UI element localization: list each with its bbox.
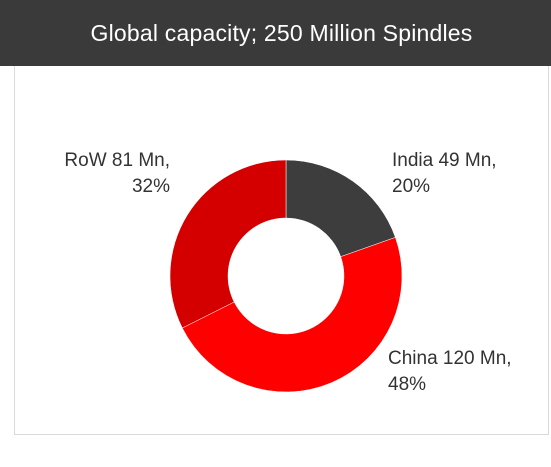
label-india-name: India 49 Mn,: [392, 150, 497, 171]
slice-india: [285, 159, 396, 258]
label-row-percent: 32%: [131, 176, 170, 197]
label-china: China 120 Mn, 48%: [388, 346, 512, 398]
slice-row: [169, 159, 287, 329]
label-row-name: RoW 81 Mn,: [64, 150, 170, 171]
chart-header: Global capacity; 250 Million Spindles: [0, 0, 551, 66]
label-india: India 49 Mn, 20%: [392, 148, 497, 200]
label-row: RoW 81 Mn, 32%: [40, 148, 170, 200]
label-india-percent: 20%: [392, 176, 431, 197]
label-china-percent: 48%: [388, 374, 427, 395]
label-china-name: China 120 Mn,: [388, 348, 512, 369]
chart-title: Global capacity; 250 Million Spindles: [90, 19, 473, 46]
slice-china: [181, 237, 403, 393]
